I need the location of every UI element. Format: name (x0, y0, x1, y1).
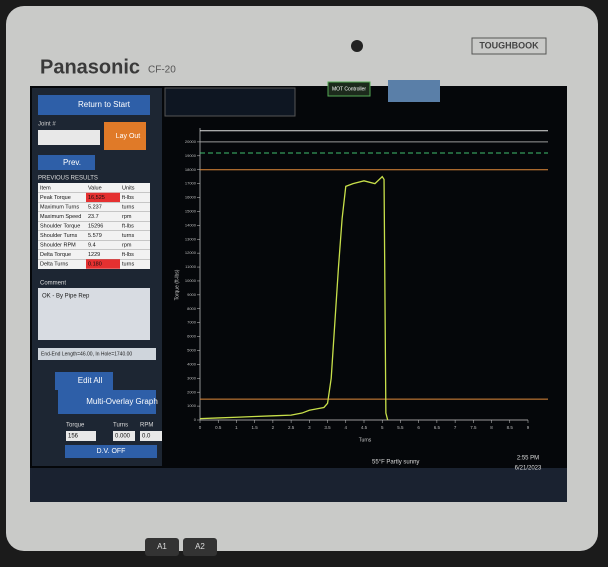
readout-label: Torque (66, 423, 85, 429)
length: End-End Length=46.00, In Hole=1740.00 (41, 351, 132, 357)
date: 6/21/2023 (515, 466, 542, 472)
table-cell: 5.237 (88, 204, 102, 210)
table-cell: Maximum Speed (40, 214, 81, 220)
table-cell: 9.4 (88, 242, 96, 248)
y-tick-label: 17000 (185, 181, 197, 186)
y-tick-label: 14000 (185, 222, 197, 227)
comment-label: Comment (40, 281, 66, 287)
weather: 55°F Partly sunny (372, 460, 419, 466)
return-label: Return to Start (78, 100, 131, 109)
table-cell: Delta Turns (40, 261, 68, 267)
table-cell: 15296 (88, 223, 103, 229)
table-cell: Shoulder Torque (40, 223, 80, 229)
model: CF-20 (148, 65, 176, 76)
y-tick-label: 5000 (187, 348, 197, 353)
x-tick-label: 0.5 (215, 425, 222, 430)
table-cell: ft-lbs (122, 223, 134, 229)
table-header: Value (88, 185, 102, 191)
table-cell: 0.180 (88, 261, 102, 267)
results-title: PREVIOUS RESULTS (38, 176, 98, 182)
edit-label: Edit All (78, 376, 103, 385)
y-tick-label: 4000 (187, 361, 197, 366)
x-tick-label: 3.5 (324, 425, 331, 430)
readout-label: Turns (113, 423, 128, 429)
info-box (165, 88, 295, 116)
y-tick-label: 18000 (185, 167, 197, 172)
y-tick-label: 15000 (185, 208, 197, 213)
table-cell: rpm (122, 242, 132, 248)
layout-label: Lay Out (116, 133, 141, 140)
table-cell: ft-lbs (122, 195, 134, 201)
x-tick-label: 4.5 (361, 425, 368, 430)
table-cell: Peak Torque (40, 195, 71, 201)
table-cell: Maximum Turns (40, 204, 79, 210)
key-label: A2 (195, 542, 205, 551)
x-tick-label: 7.5 (470, 425, 477, 430)
y-tick-label: 1000 (187, 403, 197, 408)
readout-value: 0.000 (115, 434, 131, 440)
key-label: A1 (157, 542, 167, 551)
table-cell: turns (122, 261, 134, 267)
y-tick-label: 13000 (185, 236, 197, 241)
camera (351, 40, 363, 52)
y-tick-label: 2000 (187, 389, 197, 394)
table-header: Item (40, 185, 51, 191)
x-axis-label: Turns (359, 437, 372, 443)
y-tick-label: 10000 (185, 278, 197, 283)
table-cell: ft-lbs (122, 252, 134, 258)
y-tick-label: 16000 (185, 195, 197, 200)
x-tick-label: 8.5 (507, 425, 514, 430)
x-tick-label: 6.5 (434, 425, 441, 430)
table-cell: 5.579 (88, 233, 102, 239)
brand: Panasonic (40, 56, 140, 78)
joint-dropdown[interactable] (38, 130, 100, 145)
y-tick-label: 3000 (187, 375, 197, 380)
table-cell: Shoulder RPM (40, 242, 76, 248)
y-tick-label: 9000 (187, 292, 197, 297)
y-tick-label: 7000 (187, 320, 197, 325)
readout-value: 0.0 (142, 434, 151, 440)
readout-value: 156 (68, 434, 79, 440)
table-cell: 1229 (88, 252, 100, 258)
page: {"device": {"brand": "Panasonic", "model… (0, 0, 608, 567)
joint-label: Joint # (38, 122, 56, 128)
table-cell: 16,525 (88, 195, 105, 201)
y-axis-label: Torque (ft-lbs) (174, 269, 180, 300)
table-cell: Shoulder Turns (40, 233, 78, 239)
y-tick-label: 11000 (185, 264, 197, 269)
dv-label: D.V. OFF (97, 448, 126, 455)
x-tick-label: 5.5 (397, 425, 404, 430)
table-cell: Delta Torque (40, 252, 71, 258)
y-tick-label: 20000 (185, 139, 197, 144)
time: 2:55 PM (517, 456, 539, 462)
overlay-label: Multi-Overlay Graph (86, 397, 158, 406)
controller: MOT Controller (332, 86, 366, 92)
prev-label: Prev. (63, 158, 81, 167)
y-tick-label: 12000 (185, 250, 197, 255)
readout-label: RPM (140, 423, 153, 429)
help-box[interactable] (388, 80, 440, 102)
table-cell: rpm (122, 214, 132, 220)
table-header: Units (122, 185, 135, 191)
table-cell: turns (122, 204, 134, 210)
table-cell: turns (122, 233, 134, 239)
screenshot: Panasonic CF-20 TOUGHBOOK Return to Star… (0, 0, 608, 567)
table-cell: 23.7 (88, 214, 99, 220)
badge: TOUGHBOOK (479, 40, 539, 50)
taskbar (30, 468, 567, 502)
y-tick-label: 8000 (187, 306, 197, 311)
y-tick-label: 19000 (185, 153, 197, 158)
y-tick-label: 6000 (187, 334, 197, 339)
x-tick-label: 2.5 (288, 425, 295, 430)
comment: OK - By Pipe Rep (42, 294, 90, 300)
x-tick-label: 1.5 (252, 425, 259, 430)
